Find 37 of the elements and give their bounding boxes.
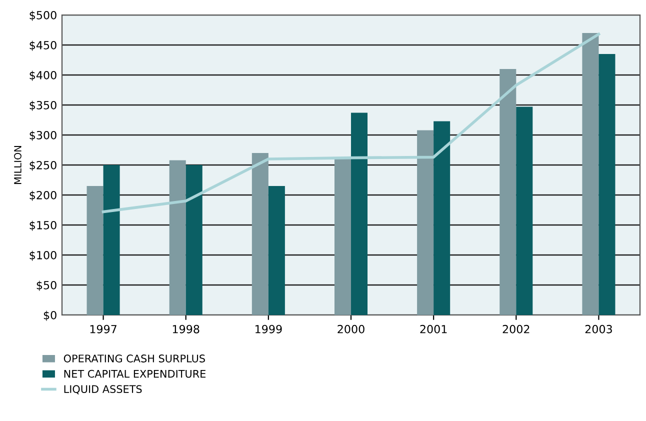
y-tick-label: $350 bbox=[30, 100, 56, 111]
x-tick-label: 1999 bbox=[256, 324, 282, 334]
y-tick-label: $450 bbox=[30, 40, 56, 51]
bar bbox=[417, 130, 434, 315]
legend-label: LIQUID ASSETS bbox=[64, 385, 142, 394]
y-tick-label: $0 bbox=[44, 310, 56, 321]
x-tick-label: 2002 bbox=[502, 324, 530, 334]
bar bbox=[500, 69, 516, 315]
bar bbox=[169, 160, 186, 315]
x-tick-label: 2001 bbox=[420, 324, 447, 334]
bar bbox=[598, 54, 616, 315]
bar bbox=[434, 121, 450, 315]
line-series bbox=[102, 32, 600, 214]
y-tick-label: $400 bbox=[30, 70, 56, 81]
y-tick-label: $150 bbox=[30, 220, 56, 231]
bar bbox=[516, 106, 533, 315]
x-tick-label: 1997 bbox=[90, 324, 116, 334]
bar bbox=[103, 165, 120, 315]
x-tick-label: 2000 bbox=[338, 324, 364, 334]
x-tick-label: 2003 bbox=[585, 324, 612, 334]
y-tick-label: $200 bbox=[30, 190, 56, 201]
y-tick-label: $50 bbox=[36, 280, 56, 291]
bar bbox=[186, 165, 202, 315]
y-tick-label: $500 bbox=[30, 10, 56, 21]
x-tick-label: 1998 bbox=[172, 324, 200, 334]
bar bbox=[268, 186, 285, 315]
bar bbox=[334, 158, 351, 315]
y-axis-title: MILLION bbox=[14, 146, 22, 184]
y-tick-label: $250 bbox=[30, 160, 56, 171]
y-tick-label: $100 bbox=[30, 250, 56, 261]
bar bbox=[351, 112, 368, 315]
legend-label: OPERATING CASH SURPLUS bbox=[64, 354, 205, 362]
legend-label: NET CAPITAL EXPENDITURE bbox=[64, 370, 206, 378]
bar bbox=[252, 153, 268, 315]
y-tick-label: $300 bbox=[30, 130, 56, 141]
bar bbox=[582, 33, 599, 315]
bar bbox=[86, 186, 104, 315]
